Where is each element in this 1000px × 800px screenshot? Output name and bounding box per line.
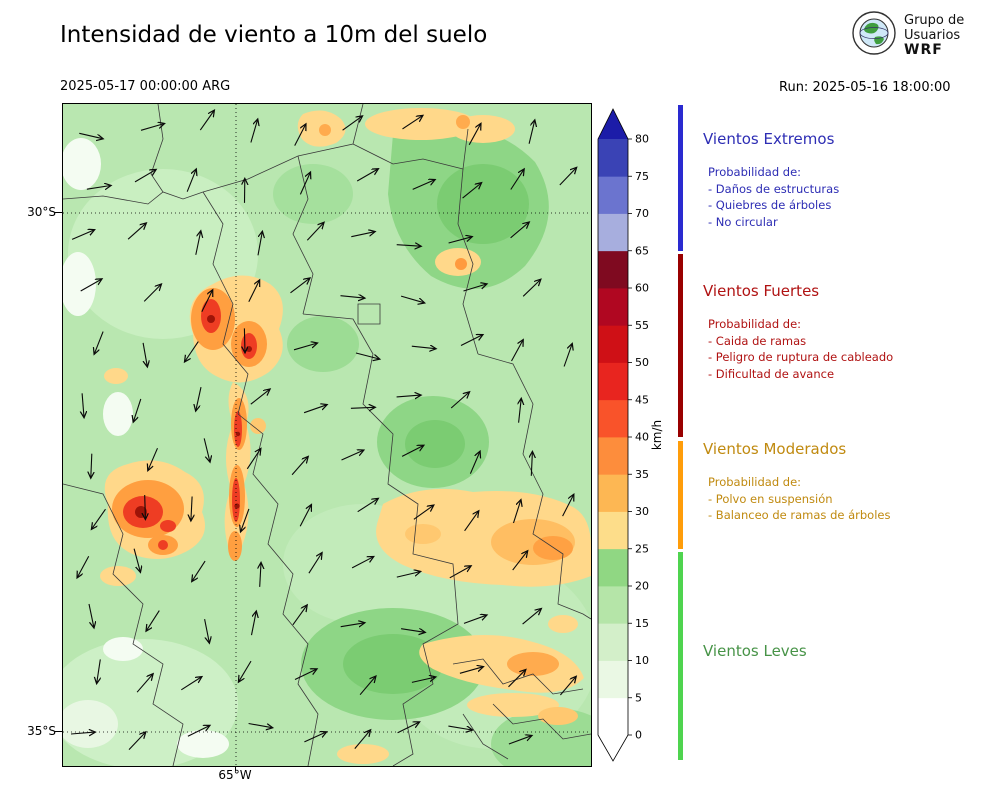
colorbar: 0 5 10 15 20 25 30 35 40 45 50 55 60 65 70 75 80 xyxy=(597,108,649,762)
legend-line: - Caida de ramas xyxy=(708,333,807,348)
valid-time-label: 2025-05-17 00:00:00 ARG xyxy=(60,79,231,94)
wind-intensity-map xyxy=(62,103,592,767)
legend-title-leves: Vientos Leves xyxy=(703,642,807,660)
logo-line-wrf: WRF xyxy=(904,41,943,58)
svg-text:80: 80 xyxy=(635,133,649,146)
svg-text:0: 0 xyxy=(635,729,642,742)
svg-text:15: 15 xyxy=(635,617,649,630)
svg-text:35: 35 xyxy=(635,468,649,481)
logo-line-1: Grupo de xyxy=(904,12,965,28)
borders-layer xyxy=(63,104,591,766)
svg-text:55: 55 xyxy=(635,319,649,332)
lon-tickmark-65w xyxy=(235,765,236,771)
page-title: Intensidad de viento a 10m del suelo xyxy=(60,22,488,48)
legend-section-fuertes: Vientos Fuertes Probabilidad de: - Caida… xyxy=(703,282,995,382)
lat-tickmark-35s xyxy=(55,731,62,732)
lon-tick-65w: 65°W xyxy=(218,768,252,782)
legend-line: Probabilidad de: xyxy=(708,165,802,179)
svg-text:70: 70 xyxy=(635,207,649,220)
lat-tick-30s: 30°S xyxy=(27,205,56,219)
legend-title-moderados: Vientos Moderados xyxy=(703,440,847,458)
lat-tick-35s: 35°S xyxy=(27,724,56,738)
lat-tickmark-30s xyxy=(55,212,62,213)
svg-text:75: 75 xyxy=(635,170,649,183)
legend-bar-extremos xyxy=(678,105,683,251)
legend-bar-fuertes xyxy=(678,254,683,437)
legend-title-extremos: Vientos Extremos xyxy=(703,130,835,148)
svg-text:65: 65 xyxy=(635,244,649,257)
legend-section-moderados: Vientos Moderados Probabilidad de: - Pol… xyxy=(703,440,995,524)
colorbar-unit-label: km/h xyxy=(650,419,665,451)
logo-line-2: Usuarios xyxy=(904,27,961,43)
legend-line: - Dificultad de avance xyxy=(708,366,835,381)
legend-line: - Balanceo de ramas de árboles xyxy=(708,508,891,522)
svg-text:60: 60 xyxy=(635,282,649,295)
legend-section-leves: Vientos Leves xyxy=(703,642,995,676)
svg-text:40: 40 xyxy=(635,431,649,444)
wrf-users-group-logo: Grupo de Usuarios WRF xyxy=(851,10,964,60)
legend-bar-leves xyxy=(678,552,683,760)
legend-line: - No circular xyxy=(708,214,778,229)
legend-bar-moderados xyxy=(678,441,683,549)
svg-text:45: 45 xyxy=(635,393,649,406)
legend-title-fuertes: Vientos Fuertes xyxy=(703,282,820,300)
svg-text:20: 20 xyxy=(635,580,649,593)
legend-line: Probabilidad de: xyxy=(708,475,802,489)
legend-line: Probabilidad de: xyxy=(708,317,802,331)
svg-text:50: 50 xyxy=(635,356,649,369)
model-run-label: Run: 2025-05-16 18:00:00 xyxy=(779,80,951,95)
logo-text: Grupo de Usuarios WRF xyxy=(904,13,964,58)
wind-arrows-layer xyxy=(70,111,576,750)
svg-text:5: 5 xyxy=(635,691,642,704)
legend-line: - Polvo en suspensión xyxy=(708,491,833,506)
legend-line: - Peligro de ruptura de cableado xyxy=(708,350,894,364)
svg-text:30: 30 xyxy=(635,505,649,518)
legend-line: - Daños de estructuras xyxy=(708,181,840,196)
svg-text:10: 10 xyxy=(635,654,649,667)
legend-section-extremos: Vientos Extremos Probabilidad de: - Daño… xyxy=(703,130,995,230)
globe-icon xyxy=(851,10,897,60)
svg-text:25: 25 xyxy=(635,542,649,555)
legend-line: - Quiebres de árboles xyxy=(708,198,832,212)
